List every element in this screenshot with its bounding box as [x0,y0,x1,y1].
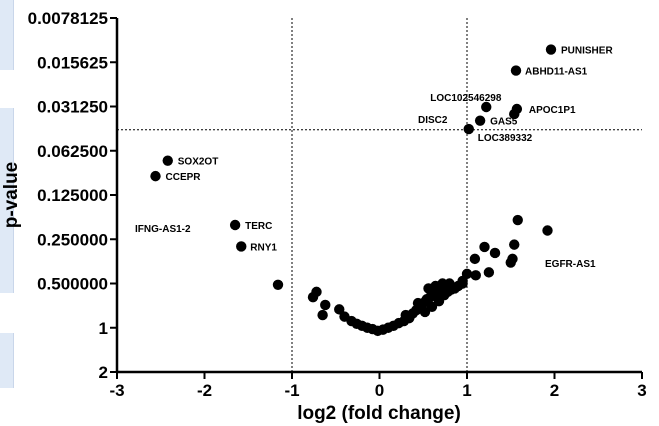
point-labels: PUNISHER ABHD11-AS1 LOC102546298 APOC1P1 GAS… [135,46,613,270]
x-tick-label-4: 1 [462,381,471,400]
data-point-point-26 [272,279,284,290]
point-label-ifng-as1-2: IFNG-AS1-2 [135,224,191,235]
point-label-ccepr: CCEPR [166,172,202,183]
data-point-rny1 [236,241,247,252]
point-label-sox2ot: SOX2OT [178,157,219,168]
y-tick-label-3: 0.062500 [37,142,108,161]
x-axis-title: log2 (fold change) [297,403,461,424]
data-point-point-19 [469,253,481,265]
data-point-punisher [545,44,557,55]
data-point-terc [229,219,241,231]
data-point-point-28 [307,292,319,303]
data-point-point-52 [426,301,438,312]
data-point-loc102546298 [481,101,492,113]
data-point-point-29 [320,299,331,311]
point-label-loc389332: LOC389332 [478,133,533,144]
data-point-point-31 [334,304,345,315]
point-label-disc2: DISC2 [418,115,448,126]
y-tick-label-6: 0.500000 [37,275,108,294]
sidebar-tab-top [0,0,14,70]
data-point-point-15 [542,225,553,236]
data-point-point-16 [509,239,520,250]
y-tick-label-2: 0.031250 [37,98,108,117]
point-label-abhd11-as1: ABHD11-AS1 [525,67,588,78]
data-point-point-68 [412,297,424,309]
y-axis-title: p-value [1,162,22,229]
y-tick-label-5: 0.250000 [37,230,108,249]
y-tick-label-4: 0.125000 [37,186,108,205]
threshold-lines [117,18,642,372]
y-tick-label-7: 1 [99,319,108,338]
x-tick-label-2: -1 [284,381,299,400]
data-point-point-17 [479,241,490,253]
data-point-abhd11-as1 [510,65,522,76]
data-point-point-25 [470,270,481,281]
sidebar-tab-bottom [0,333,14,388]
point-label-egfr-as1: EGFR-AS1 [545,259,596,270]
point-label-apoc1p1: APOC1P1 [529,105,576,116]
data-points [150,44,557,337]
point-label-loc102546298: LOC102546298 [430,93,502,104]
data-point-loc389332 [463,123,474,135]
data-point-point-30 [317,309,328,321]
y-tick-label-1: 0.015625 [37,53,108,72]
data-point-point-4 [509,108,520,120]
x-tick-label-1: -2 [197,381,212,400]
y-tick-label-0: 0.0078125 [28,9,108,28]
point-label-gas5: GAS5 [490,117,518,128]
data-point-point-21 [505,257,516,268]
data-point-point-18 [489,247,501,259]
x-ticks: -3 -2 -1 0 1 2 3 [109,372,647,400]
data-point-point-65 [444,278,455,289]
data-point-ccepr [150,170,161,182]
x-tick-label-5: 2 [550,381,559,400]
data-point-point-14 [512,214,523,226]
x-tick-label-3: 0 [375,381,384,400]
data-point-gas5 [474,115,486,126]
data-point-point-66 [457,278,468,289]
point-label-terc: TERC [245,221,272,232]
x-tick-label-0: -3 [109,381,124,400]
data-point-point-22 [483,267,495,278]
point-label-rny1: RNY1 [250,242,277,253]
sidebar-tab-middle [0,108,14,293]
y-ticks: 0.0078125 0.015625 0.031250 0.062500 0.12500… [28,9,117,382]
y-tick-label-8: 2 [99,363,108,382]
x-tick-label-6: 3 [637,381,646,400]
data-point-point-67 [400,309,411,321]
point-label-punisher: PUNISHER [561,46,613,57]
data-point-sox2ot [162,155,173,166]
